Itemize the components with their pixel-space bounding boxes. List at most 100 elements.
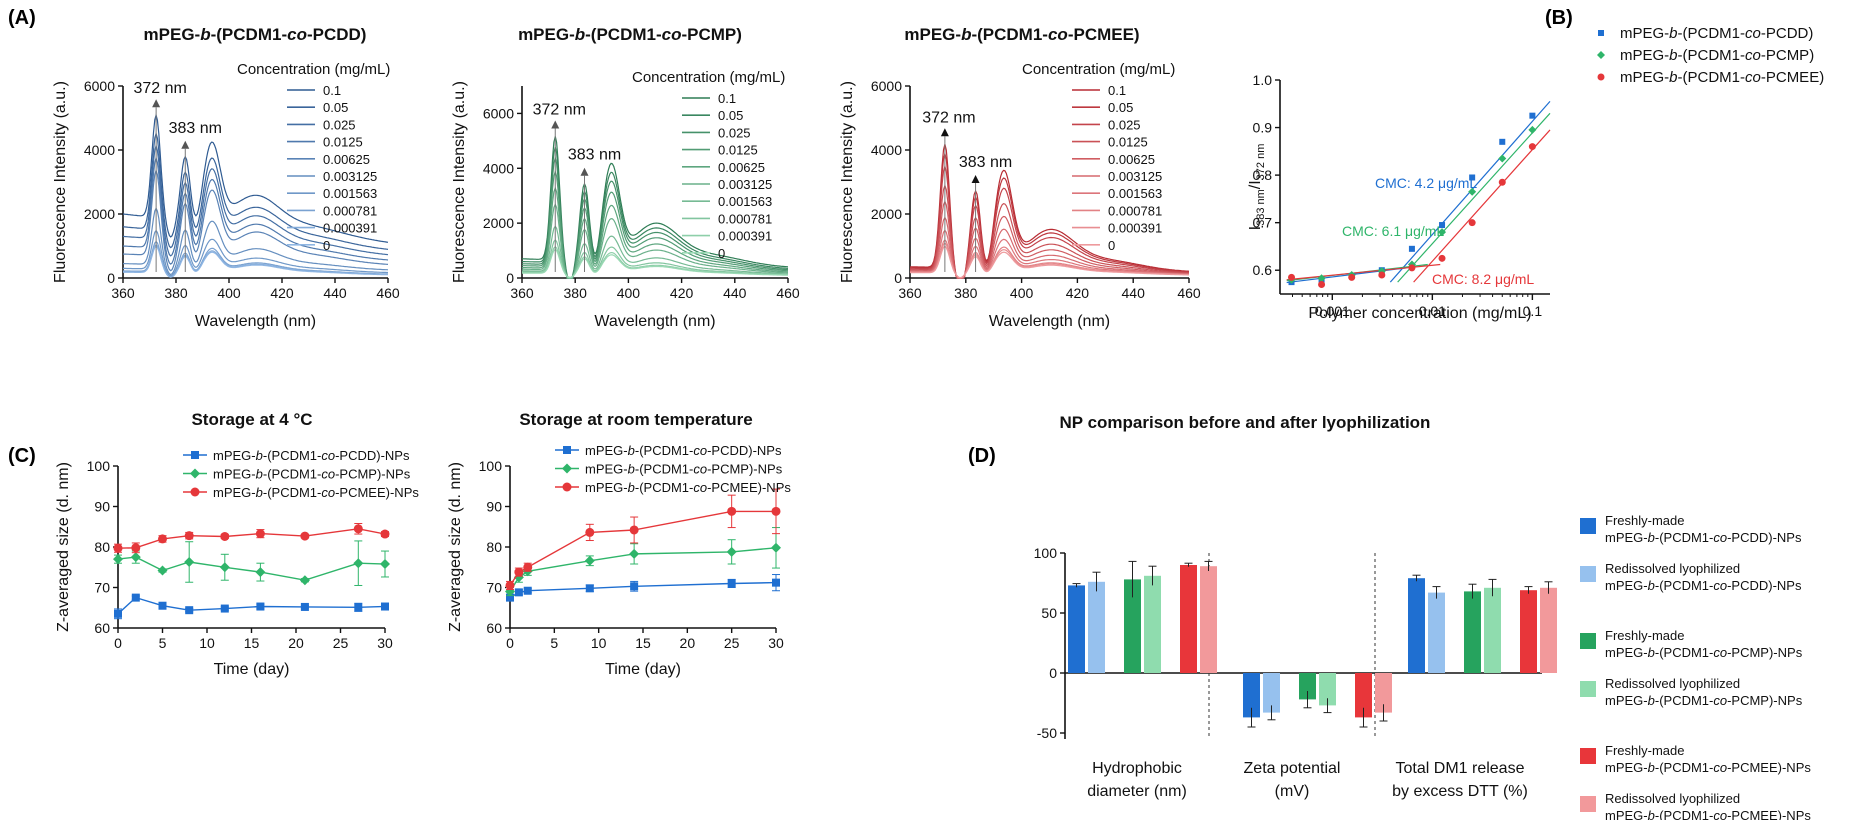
x-axis-label: Polymer concentration (mg/mL)	[1308, 305, 1531, 322]
y-tick-label: 2000	[871, 206, 902, 222]
legend-label: 0.000781	[323, 203, 377, 218]
y-axis-label: Z-averaged size (d. nm)	[55, 462, 72, 632]
legend-label: 0.0125	[718, 143, 758, 158]
legend-swatch	[1580, 566, 1596, 582]
legend-label: mPEG-b-(PCDM1-co-PCMEE)-NPs	[213, 485, 419, 500]
data-point	[300, 602, 309, 611]
x-tick-label: 400	[217, 285, 241, 301]
legend-marker	[1597, 51, 1605, 59]
y-tick-label: 90	[486, 499, 502, 515]
x-tick-label: 5	[159, 635, 167, 651]
bar	[1124, 579, 1141, 673]
legend-label: 0.000391	[1108, 221, 1162, 236]
x-tick-label: 380	[164, 285, 188, 301]
legend-label-line1: Freshly-made	[1605, 743, 1684, 758]
legend-label-line1: Freshly-made	[1605, 628, 1684, 643]
data-point	[1288, 273, 1296, 281]
data-point	[113, 554, 123, 565]
y-tick-label: -50	[1037, 725, 1057, 741]
bar	[1088, 581, 1105, 673]
x-tick-label: 30	[768, 635, 784, 651]
x-tick-label: 360	[111, 285, 135, 301]
legend-label-line1: Redissolved lyophilized	[1605, 676, 1740, 691]
legend-label-line2: mPEG-b-(PCDM1-co-PCDD)-NPs	[1605, 578, 1802, 593]
legend-label: 0.05	[1108, 100, 1133, 115]
x-tick-label: 10	[591, 635, 607, 651]
legend-label: 0.003125	[718, 177, 772, 192]
legend-label: mPEG-b-(PCDM1-co-PCMP)	[1620, 47, 1814, 64]
legend-marker	[190, 487, 200, 497]
legend-label: 0.000391	[323, 221, 377, 236]
y-tick-label: 6000	[483, 105, 514, 121]
group-label-line2: by excess DTT (%)	[1392, 783, 1528, 800]
legend-label: 0.00625	[323, 152, 370, 167]
data-point	[1439, 222, 1446, 229]
group-label-line1: Total DM1 release	[1396, 760, 1525, 777]
y-tick-label: 0.7	[1253, 215, 1273, 231]
x-tick-label: 400	[1010, 285, 1034, 301]
legend-label: 0.000781	[718, 211, 772, 226]
spectrum-line-0	[910, 245, 1189, 279]
data-point	[255, 567, 266, 578]
x-tick-label: 0.01	[1419, 303, 1446, 319]
data-point	[130, 552, 141, 563]
bar	[1319, 673, 1336, 706]
data-point	[158, 601, 167, 610]
data-point	[1318, 280, 1326, 288]
x-tick-label: 460	[376, 285, 400, 301]
legend-marker	[191, 451, 199, 459]
data-point	[255, 529, 265, 539]
series-line	[509, 510, 776, 586]
peak-label-383: 383 nm	[568, 147, 621, 164]
data-point	[185, 606, 194, 615]
data-point	[219, 562, 230, 573]
legend-label: 0	[1108, 238, 1115, 253]
legend-label: 0.001563	[323, 186, 377, 201]
data-point	[514, 588, 523, 597]
data-point	[1469, 174, 1476, 181]
storage-title-2: Storage at room temperature	[519, 410, 752, 429]
x-tick-label: 0	[114, 635, 122, 651]
legend-label: 0.001563	[718, 194, 772, 209]
data-point	[131, 593, 140, 602]
y-tick-label: 2000	[483, 215, 514, 231]
data-point	[380, 559, 390, 570]
legend-label: 0.1	[1108, 83, 1126, 98]
bar	[1180, 565, 1197, 673]
peak-label-372: 372 nm	[133, 80, 186, 97]
bar	[1484, 587, 1501, 673]
x-axis-label: Wavelength (nm)	[195, 313, 316, 330]
data-point	[300, 531, 310, 541]
data-point	[1378, 271, 1386, 279]
legend-label: 0.05	[323, 100, 348, 115]
y-tick-label: 0.9	[1253, 120, 1273, 136]
legend-label: 0.0125	[323, 135, 363, 150]
series-line	[117, 596, 386, 615]
data-point	[158, 534, 167, 544]
x-tick-label: 360	[510, 285, 534, 301]
group-label-line1: Hydrophobic	[1092, 760, 1182, 777]
x-tick-label: 460	[776, 285, 800, 301]
data-point	[1438, 254, 1446, 262]
data-point	[220, 604, 229, 613]
legend-label: 0.0125	[1108, 135, 1148, 150]
y-tick-label: 100	[87, 458, 111, 474]
data-point	[630, 582, 639, 591]
data-point	[771, 542, 781, 553]
legend-marker	[563, 446, 571, 454]
bar	[1144, 575, 1161, 673]
peak-label-372: 372 nm	[922, 109, 975, 126]
y-tick-label: 0.8	[1253, 167, 1273, 183]
bar	[1540, 587, 1557, 673]
group-label-line2: (mV)	[1275, 783, 1310, 800]
storage-title-1: Storage at 4 °C	[191, 410, 312, 429]
bar	[1428, 592, 1445, 673]
data-point	[1498, 178, 1506, 186]
spectra-title-3: mPEG-b-(PCDM1-co-PCMEE)	[904, 25, 1139, 44]
spectrum-line-0.0125	[122, 156, 389, 265]
x-axis-label: Time (day)	[214, 661, 290, 678]
data-point	[506, 593, 514, 602]
legend-marker	[190, 468, 200, 479]
panel-label-d: (D)	[968, 445, 996, 467]
legend-label: 0.000391	[718, 229, 772, 244]
